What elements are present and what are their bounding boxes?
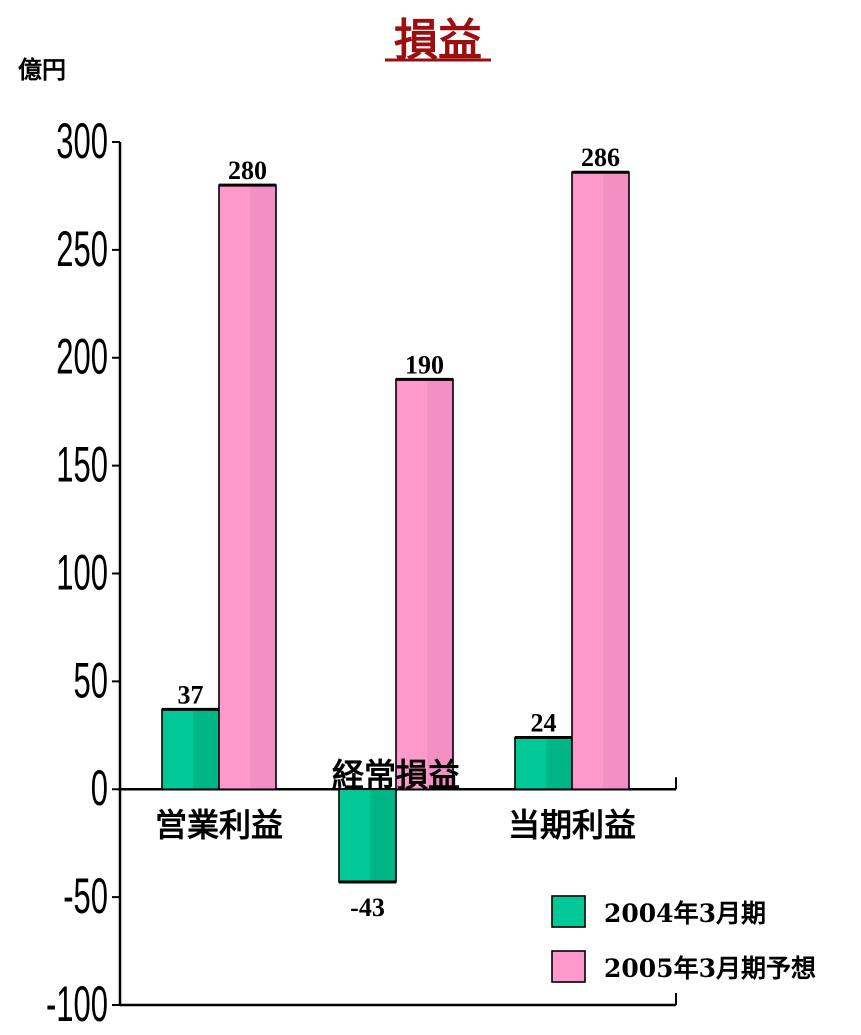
legend-label: 2004年3月期 — [604, 899, 766, 928]
data-label: 190 — [405, 350, 444, 379]
y-tick-label: 100 — [56, 544, 108, 600]
y-tick-label: 50 — [74, 652, 108, 708]
y-tick-label: 200 — [56, 328, 108, 384]
y-tick-label: 250 — [56, 220, 108, 276]
bar — [338, 788, 397, 884]
data-label: 286 — [581, 143, 620, 172]
legend: 2004年3月期 2005年3月期予想 — [551, 895, 816, 983]
bar-shade — [250, 185, 276, 790]
legend-item: 2004年3月期 — [551, 895, 766, 928]
unit-label: 億円 — [18, 56, 66, 84]
data-label: 37 — [178, 680, 204, 709]
y-tick-label: 0 — [91, 760, 108, 816]
data-labels: 37 280 営業利益 -43 190 経常損益 24 286 当期利益 — [155, 143, 636, 922]
y-tick-label: -100 — [46, 975, 108, 1031]
category-label: 当期利益 — [508, 806, 636, 844]
bar — [514, 735, 573, 791]
y-tick-label: -50 — [63, 867, 108, 923]
bar-shade — [193, 709, 219, 790]
data-label: -43 — [350, 893, 385, 922]
legend-swatch — [551, 950, 586, 983]
bar — [395, 377, 454, 791]
bar-shade — [546, 737, 572, 790]
chart-title: 損益 — [394, 15, 482, 66]
y-tick-label: 150 — [56, 436, 108, 492]
bar — [218, 183, 277, 791]
bar — [571, 170, 630, 791]
y-tick-label: 300 — [56, 112, 108, 168]
bar-shade — [370, 789, 396, 883]
bar — [161, 707, 220, 791]
legend-label: 2005年3月期予想 — [604, 954, 816, 983]
axes: 300 250 200 150 100 50 0 -50 -100 — [46, 112, 677, 1032]
bars — [161, 170, 630, 884]
bar-shade — [427, 379, 453, 790]
legend-item: 2005年3月期予想 — [551, 950, 816, 983]
data-label: 24 — [531, 708, 557, 737]
data-label: 280 — [228, 156, 267, 185]
bar-shade — [603, 172, 629, 790]
category-label: 経常損益 — [332, 756, 460, 794]
category-label: 営業利益 — [155, 806, 283, 844]
legend-swatch — [551, 895, 586, 928]
